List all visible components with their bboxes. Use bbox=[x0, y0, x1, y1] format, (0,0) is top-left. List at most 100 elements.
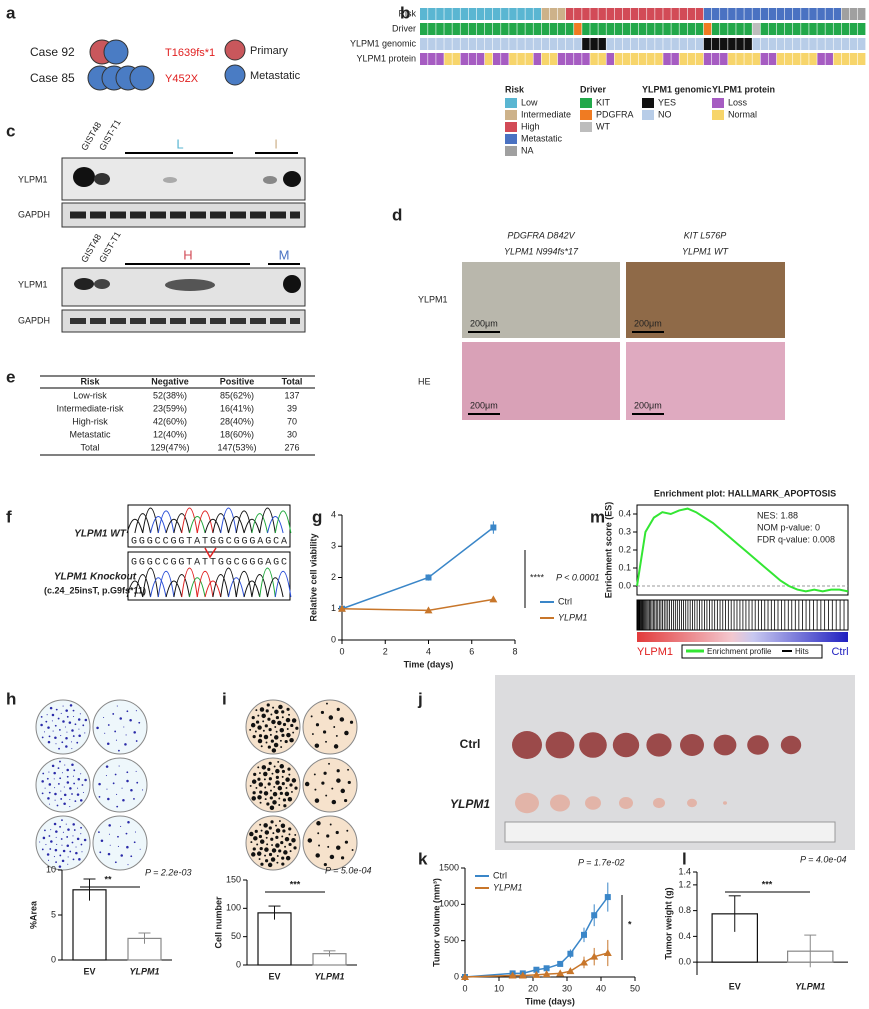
legend-swatch bbox=[580, 122, 592, 132]
colony bbox=[48, 735, 51, 738]
colony bbox=[295, 726, 299, 730]
heatmap-cell bbox=[679, 38, 687, 50]
y-tick-label: 0.0 bbox=[678, 957, 691, 967]
colony bbox=[265, 709, 269, 713]
colony bbox=[267, 717, 271, 721]
chromatogram-peak bbox=[274, 510, 292, 534]
colony bbox=[114, 773, 117, 776]
heatmap-cell bbox=[825, 8, 833, 20]
y-tick-label: 1.2 bbox=[678, 879, 691, 889]
colony bbox=[287, 767, 291, 771]
colony bbox=[112, 782, 115, 785]
colony bbox=[325, 794, 328, 797]
colony bbox=[336, 707, 340, 711]
colony bbox=[64, 764, 66, 766]
colony bbox=[73, 782, 76, 785]
colony bbox=[259, 839, 265, 844]
heatmap-cell bbox=[809, 38, 817, 50]
heatmap-cell bbox=[509, 23, 517, 35]
panel-letter: h bbox=[6, 689, 16, 708]
colony bbox=[98, 831, 100, 834]
colony bbox=[129, 718, 132, 722]
colony bbox=[251, 779, 257, 784]
legend-title: Risk bbox=[505, 84, 525, 94]
heatmap-cell bbox=[817, 38, 825, 50]
colony bbox=[55, 836, 57, 838]
colony bbox=[282, 722, 287, 727]
data-point bbox=[425, 574, 432, 581]
x-tick-label: 8 bbox=[512, 646, 517, 656]
colony bbox=[53, 856, 55, 858]
colony bbox=[80, 833, 82, 835]
chromatogram-peak bbox=[228, 577, 245, 598]
x-tick-label: 30 bbox=[562, 983, 572, 993]
data-point bbox=[518, 971, 527, 979]
legend-label: NO bbox=[658, 109, 672, 119]
colony bbox=[263, 791, 269, 796]
annotation: *** bbox=[290, 879, 301, 889]
colony bbox=[49, 706, 53, 710]
heatmap-cell bbox=[663, 23, 671, 35]
colony bbox=[134, 831, 137, 833]
colony bbox=[122, 799, 125, 802]
colony bbox=[66, 731, 68, 733]
ko-label: YLPM1 Knockout bbox=[54, 572, 137, 583]
data-point bbox=[567, 950, 574, 957]
colony bbox=[328, 715, 334, 720]
legend-swatch bbox=[224, 64, 246, 86]
heatmap-cell bbox=[744, 8, 752, 20]
colony bbox=[257, 777, 261, 781]
colony bbox=[59, 825, 61, 828]
colony bbox=[66, 844, 70, 847]
table-header: Negative bbox=[151, 376, 189, 386]
chromatogram-peak bbox=[142, 507, 159, 534]
colony bbox=[45, 720, 48, 723]
heatmap-cell bbox=[549, 53, 558, 65]
y-tick-label: 0.4 bbox=[618, 508, 631, 518]
legend-title: YLPM1 protein bbox=[712, 84, 775, 94]
colony bbox=[263, 778, 266, 781]
table-header: Risk bbox=[80, 376, 100, 386]
heatmap-cell bbox=[517, 38, 525, 50]
heatmap-cell bbox=[744, 38, 752, 50]
colony bbox=[265, 859, 269, 863]
data-point bbox=[489, 595, 498, 603]
data-point bbox=[508, 971, 517, 979]
colony bbox=[260, 829, 263, 832]
colony bbox=[279, 764, 285, 769]
tumor bbox=[512, 731, 542, 759]
row-label: Ctrl bbox=[460, 737, 481, 751]
table-cell: Total bbox=[80, 442, 99, 452]
heatmap-cell bbox=[452, 23, 460, 35]
data-point bbox=[338, 604, 346, 612]
colony bbox=[288, 842, 292, 847]
row-label: Risk bbox=[399, 8, 417, 18]
colony bbox=[47, 797, 50, 800]
heatmap-cell bbox=[541, 23, 550, 35]
panel-letter: e bbox=[6, 367, 15, 386]
heatmap-cell bbox=[517, 23, 525, 35]
heatmap-cell bbox=[703, 23, 712, 35]
colony bbox=[275, 730, 278, 733]
colony bbox=[55, 743, 57, 745]
colony bbox=[318, 844, 321, 847]
heatmap-cell bbox=[638, 8, 647, 20]
panel-letter: d bbox=[392, 205, 402, 224]
colony bbox=[269, 796, 273, 800]
chromatogram-peak bbox=[204, 518, 222, 534]
chromatogram-peak bbox=[243, 580, 261, 598]
tumor bbox=[687, 798, 697, 808]
heatmap-cell bbox=[484, 38, 493, 50]
x-tick-label: 4 bbox=[426, 646, 431, 656]
y-tick-label: 100 bbox=[226, 903, 241, 913]
colony bbox=[250, 722, 256, 728]
legend-label: Loss bbox=[728, 97, 748, 107]
colony bbox=[304, 781, 310, 787]
colony bbox=[68, 721, 72, 724]
colony bbox=[108, 833, 111, 835]
colony bbox=[351, 849, 354, 851]
tumor bbox=[612, 732, 640, 758]
colony bbox=[346, 829, 349, 832]
heatmap-cell bbox=[460, 53, 469, 65]
colony bbox=[323, 862, 327, 867]
